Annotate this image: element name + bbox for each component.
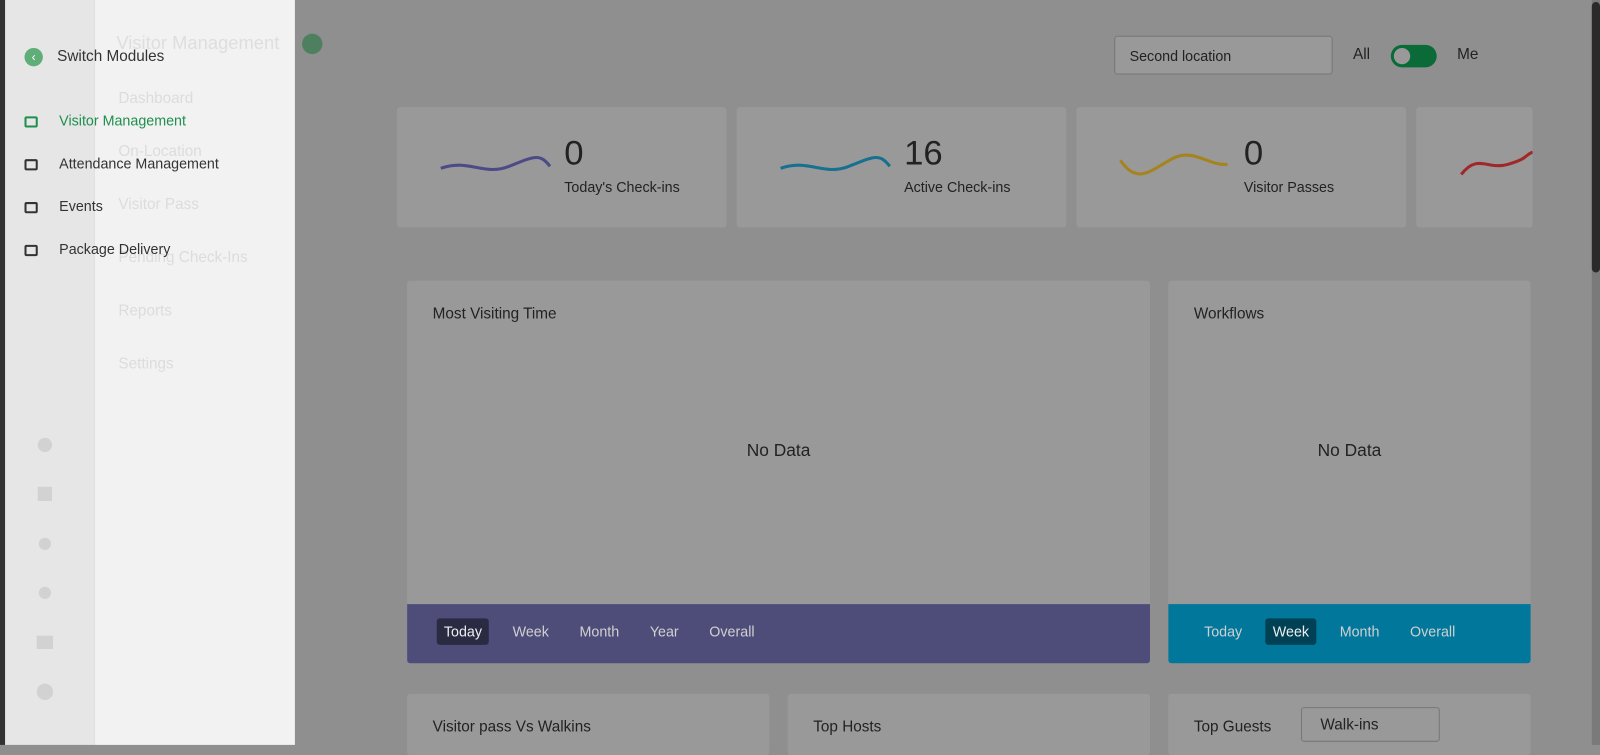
nav-item[interactable]: Visitor Pass [118, 195, 199, 214]
stat-card: 16 Active Check-ins [736, 107, 1067, 228]
module-icon [24, 158, 38, 171]
stat-wave [780, 155, 892, 172]
stat-value: 0 [1243, 133, 1264, 173]
stat-wave [1459, 150, 1534, 176]
empty-text: No Data [1317, 440, 1382, 461]
tab-bar: Today Week Month Overall [1168, 604, 1531, 664]
nav-item[interactable]: Settings [118, 355, 174, 373]
bottom-card: Visitor pass Vs Walkins [407, 693, 770, 755]
tab[interactable]: Overall [1410, 623, 1456, 640]
module-icon [24, 116, 38, 128]
tab[interactable]: Today [1204, 623, 1243, 640]
chart-panel: Workflows No Data Today Week Month Overall [1168, 280, 1531, 664]
tab[interactable]: Overall [709, 623, 755, 640]
panel-title: Workflows [1193, 305, 1265, 323]
nav-item[interactable]: Pending Check-Ins [118, 248, 248, 267]
card-title: Visitor pass Vs Walkins [432, 718, 591, 736]
module-label: Events [59, 197, 103, 215]
back-icon[interactable]: ‹ [24, 47, 43, 67]
edge [0, 0, 6, 745]
stat-value: 0 [564, 133, 584, 173]
toggle-me: Me [1457, 45, 1479, 64]
rail [5, 0, 95, 745]
module-label: Attendance Management [59, 155, 219, 172]
tab[interactable]: Week [512, 623, 549, 640]
nav-item[interactable]: Dashboard [118, 89, 194, 108]
bottom-card: Top Guests Walk-ins [1168, 693, 1531, 755]
module-icon [24, 244, 38, 256]
location-select[interactable]: Second location [1114, 35, 1333, 75]
stat-label: Active Check-ins [904, 178, 1011, 195]
stat-card: 0 Visitor Passes [1076, 107, 1407, 228]
switcher-panel [94, 0, 295, 745]
stat-label: Today's Check-ins [564, 178, 680, 195]
chart-panel: Most Visiting Time No Data Today Week Month Y… [407, 280, 1150, 664]
tab[interactable]: Week [1265, 618, 1317, 645]
stat-card [1416, 107, 1534, 228]
app-title: Visitor Management [116, 32, 280, 54]
module-item[interactable]: Events [24, 197, 103, 215]
tab[interactable]: Today [436, 618, 490, 645]
nav-item[interactable]: Reports [118, 302, 172, 320]
tab[interactable]: Year [649, 623, 679, 640]
panel-title: Most Visiting Time [432, 305, 557, 323]
module-item[interactable]: Package Delivery [24, 241, 170, 257]
module-item[interactable]: Attendance Management [24, 155, 219, 172]
module-item[interactable]: Visitor Management [24, 112, 186, 129]
toggle[interactable] [1390, 44, 1437, 68]
toggle-all: All [1353, 45, 1371, 64]
stat-wave [1119, 153, 1228, 176]
bottom-card: Top Hosts [787, 693, 1150, 755]
tab-bar: Today Week Month Year Overall [407, 604, 1150, 664]
card-title: Top Guests [1193, 718, 1272, 736]
empty-text: No Data [746, 440, 811, 461]
tab[interactable]: Month [1339, 623, 1380, 640]
rail-icons [36, 437, 54, 700]
nav-item[interactable]: On-Location [118, 142, 202, 161]
stat-card: 0 Today's Check-ins [396, 107, 727, 228]
collapse-button[interactable] [302, 33, 323, 55]
module-label: Visitor Management [59, 112, 186, 129]
guest-select[interactable]: Walk-ins [1301, 707, 1440, 742]
stat-value: 16 [904, 133, 943, 173]
stat-label: Visitor Passes [1243, 178, 1335, 195]
module-icon [24, 201, 38, 214]
stat-wave [440, 155, 552, 172]
scrollbar [1591, 0, 1600, 745]
module-label: Package Delivery [59, 240, 171, 258]
tab[interactable]: Month [579, 623, 620, 640]
switcher-title: Switch Modules [57, 47, 165, 66]
card-title: Top Hosts [813, 718, 882, 736]
